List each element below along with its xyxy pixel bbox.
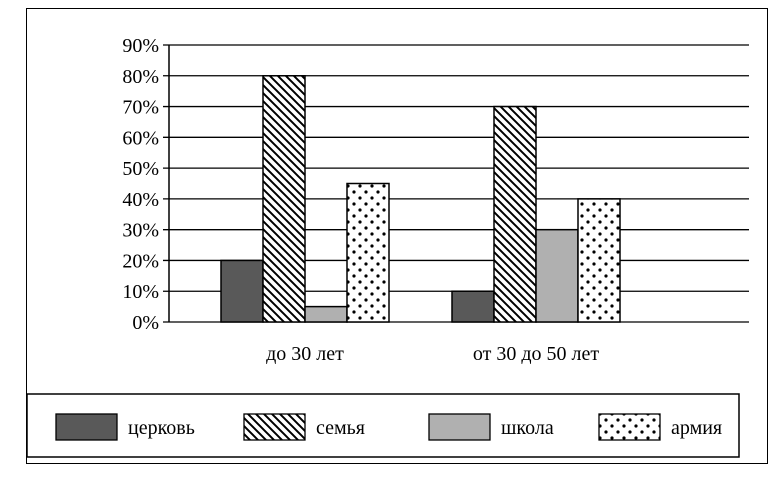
bar-армия-0 [346,182,390,323]
y-axis-ticks: 0% 10% 20% 30% 40% 50% 60% 70% 80% 90% [122,35,159,334]
legend: церковь семья школа армия [27,393,740,458]
legend-swatch-армия [598,413,661,441]
legend-swatch-школа [428,413,491,441]
category-label: до 30 лет [266,343,344,365]
bar-армия-1 [577,198,621,323]
y-tick-label: 60% [122,127,159,149]
legend-label: школа [501,417,554,439]
y-tick-label: 20% [122,250,159,272]
y-tick-label: 40% [122,189,159,211]
category-labels: до 30 лет от 30 до 50 лет [266,343,599,365]
y-tick-label: 10% [122,281,159,303]
bar-церковь-1 [451,290,495,323]
bars [220,75,621,323]
bar-chart: 0% 10% 20% 30% 40% 50% 60% 70% 80% 90% до 30 лет о… [27,35,749,458]
chart-frame: 0% 10% 20% 30% 40% 50% 60% 70% 80% 90% до 30 лет о… [26,8,768,464]
bar-семья-1 [493,105,537,323]
y-tick-label: 90% [122,35,159,57]
y-tick-label: 50% [122,158,159,180]
bar-школа-0 [304,305,348,323]
bar-школа-1 [535,228,579,323]
y-tick-label: 80% [122,66,159,88]
legend-label: семья [316,417,365,439]
legend-swatch-церковь [55,413,118,441]
category-label: от 30 до 50 лет [473,343,600,365]
y-tick-label: 30% [122,220,159,242]
legend-label: церковь [128,417,195,439]
legend-label: армия [671,417,722,439]
y-tick-label: 0% [132,312,159,334]
y-tick-label: 70% [122,97,159,119]
bar-семья-0 [262,75,306,323]
bar-церковь-0 [220,259,264,323]
legend-swatch-семья [243,413,306,441]
